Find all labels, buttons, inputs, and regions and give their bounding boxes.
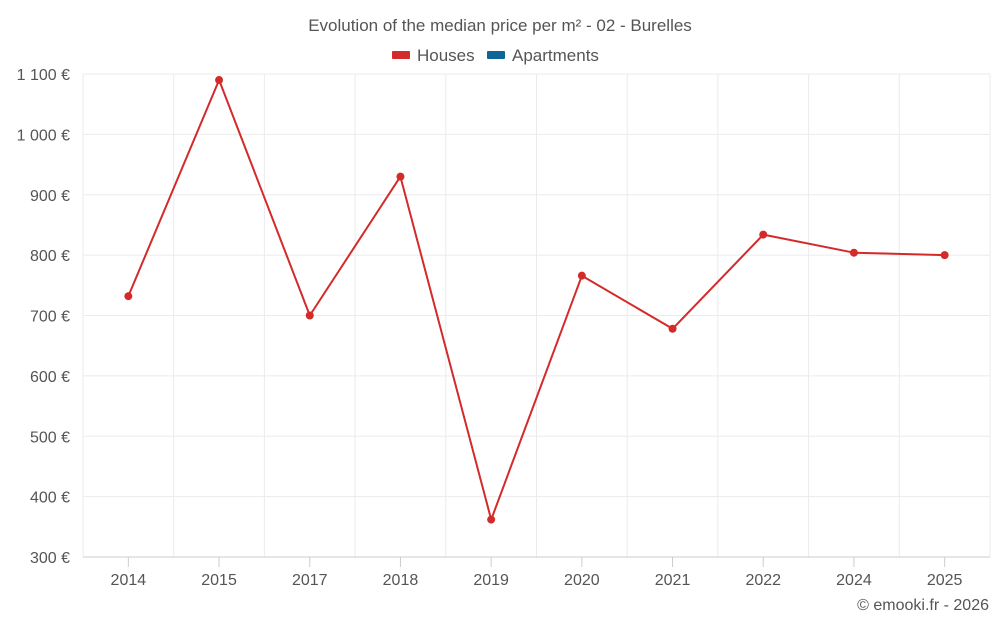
legend: Houses Apartments [392,46,599,65]
y-tick-label: 600 € [30,369,70,386]
data-point-houses[interactable] [759,230,768,239]
legend-swatch-apartments [487,51,505,59]
chart-title: Evolution of the median price per m² - 0… [308,16,692,35]
data-point-houses[interactable] [487,515,496,524]
legend-label-apartments: Apartments [512,46,599,65]
x-tick-label: 2022 [745,572,781,589]
grid [82,73,991,557]
x-tick-label: 2020 [564,572,600,589]
x-tick-label: 2014 [111,572,147,589]
legend-swatch-houses [392,51,410,59]
x-tick-label: 2021 [655,572,691,589]
series-houses [124,76,949,524]
x-tick-label: 2025 [927,572,963,589]
x-tick-label: 2017 [292,572,328,589]
legend-item-houses[interactable]: Houses [392,46,475,65]
y-tick-label: 700 € [30,309,70,326]
legend-label-houses: Houses [417,46,475,65]
legend-item-apartments[interactable]: Apartments [487,46,599,65]
data-point-houses[interactable] [849,248,858,257]
y-tick-label: 300 € [30,550,70,567]
data-point-houses[interactable] [940,251,949,260]
x-tick-label: 2024 [836,572,872,589]
series-line-houses [127,79,945,521]
data-point-houses[interactable] [396,172,405,181]
data-point-houses[interactable] [305,311,314,320]
y-tick-label: 800 € [30,248,70,265]
y-tick-label: 1 000 € [17,127,70,144]
y-axis: 300 € 400 € 500 € 600 € 700 € 800 € 900 € 1 000… [17,67,70,567]
data-point-houses[interactable] [577,271,586,280]
x-tick-label: 2015 [201,572,237,589]
y-tick-label: 500 € [30,429,70,446]
data-point-houses[interactable] [215,76,224,85]
data-point-houses[interactable] [124,292,133,301]
chart-credit[interactable]: © emooki.fr - 2026 [857,597,989,614]
x-tick-label: 2019 [473,572,509,589]
data-point-houses[interactable] [668,324,677,333]
y-tick-label: 400 € [30,490,70,507]
x-axis: 2014 2015 2017 2018 2019 2020 2021 2022 2024 2025 [83,556,990,589]
x-tick-label: 2018 [383,572,419,589]
y-tick-label: 1 100 € [17,67,70,84]
y-tick-label: 900 € [30,188,70,205]
